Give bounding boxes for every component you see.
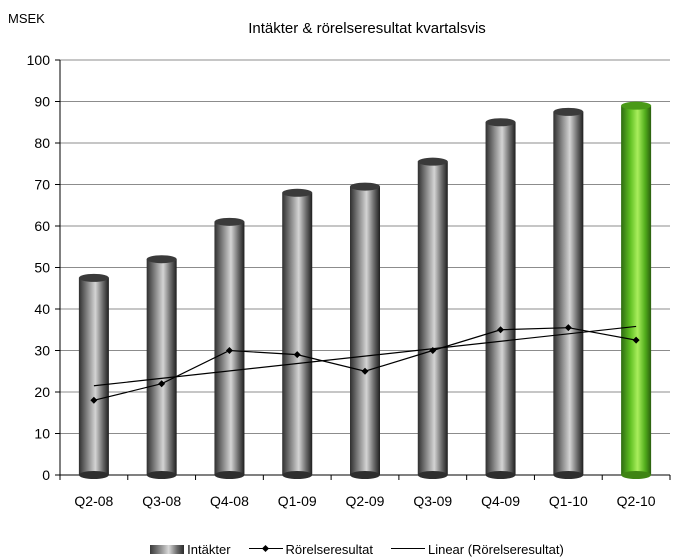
bar-intakter-Q2-08 <box>78 273 109 479</box>
x-tick-label: Q2-08 <box>74 493 113 509</box>
bar-base <box>78 471 109 479</box>
bar-base <box>417 471 448 479</box>
bar-base <box>553 471 584 479</box>
y-tick-label: 80 <box>34 135 50 151</box>
marker-rorelseresultat-Q3-08 <box>158 380 166 388</box>
legend-label-linear-trend: Linear (Rörelseresultat) <box>427 541 564 557</box>
bar-cap <box>78 273 109 282</box>
chart-title: Intäkter & rörelseresultat kvartalsvis <box>248 20 486 37</box>
legend: Intäkter Rörelseresultat Linear (Rörelse… <box>0 540 674 558</box>
bar-cap <box>350 182 380 191</box>
bar-intakter-Q4-09 <box>485 118 516 479</box>
y-tick-label: 50 <box>34 260 50 276</box>
bar-cap <box>417 157 448 166</box>
y-tick-label: 40 <box>34 301 50 317</box>
bar-base <box>214 471 245 479</box>
marker-rorelseresultat-Q4-09 <box>497 326 505 334</box>
bar-base <box>485 471 516 479</box>
label-layer: 0 10 20 30 40 50 60 70 80 90 100 Q2-08 Q3-08 Q4-08 Q1-… <box>27 52 656 509</box>
marker-rorelseresultat-Q1-09 <box>293 351 301 359</box>
bar-intakter-Q3-08 <box>146 255 177 479</box>
y-tick-label: 0 <box>42 467 50 483</box>
bar-cap <box>621 101 652 110</box>
legend-label-rorelseresultat: Rörelseresultat <box>285 541 373 557</box>
bar-intakter-Q2-09 <box>350 182 380 479</box>
bar-body <box>282 192 313 476</box>
bar-base <box>146 471 177 479</box>
y-tick-label: 100 <box>27 52 51 68</box>
x-tick-label: Q1-10 <box>549 493 588 509</box>
y-tick-label: 10 <box>34 426 50 442</box>
bar-cap <box>282 188 313 197</box>
marker-rorelseresultat-Q2-08 <box>90 396 98 404</box>
y-tick-label: 90 <box>34 94 50 110</box>
bar-body <box>485 122 516 475</box>
marker-rorelseresultat-Q4-08 <box>225 347 233 354</box>
x-tick-label: Q4-08 <box>210 493 249 509</box>
bar-cap <box>146 255 177 264</box>
marker-rorelseresultat-Q1-10 <box>564 324 572 332</box>
x-tick-label: Q3-09 <box>413 493 452 509</box>
bar-intakter-Q2-10 <box>621 101 652 479</box>
bar-layer <box>78 101 652 479</box>
y-tick-label: 60 <box>34 218 50 234</box>
legend-item-linear-trend: Linear (Rörelseresultat) <box>390 541 564 557</box>
bar-cap <box>553 107 584 116</box>
bar-body <box>553 111 584 475</box>
line-layer <box>90 324 640 404</box>
marker-rorelseresultat-Q3-09 <box>429 347 437 354</box>
y-tick-label: 20 <box>34 384 50 400</box>
legend-label-intakter: Intäkter <box>187 541 231 557</box>
bar-body <box>621 105 652 476</box>
bar-body <box>350 186 380 475</box>
legend-trendline-swatch <box>390 544 425 554</box>
y-tick-label: 70 <box>34 177 50 193</box>
bar-body <box>417 161 448 476</box>
bar-intakter-Q1-09 <box>282 188 313 479</box>
marker-rorelseresultat-Q2-09 <box>361 367 369 375</box>
bar-body <box>146 259 177 475</box>
x-tick-label: Q2-10 <box>617 493 656 509</box>
y-axis-unit-label: MSEK <box>8 11 45 26</box>
bar-cap <box>214 217 245 226</box>
legend-item-rorelseresultat: Rörelseresultat <box>248 541 373 557</box>
legend-item-intakter: Intäkter <box>150 541 231 557</box>
x-tick-label: Q4-09 <box>481 493 520 509</box>
trendline-rorelseresultat <box>93 325 637 387</box>
legend-line-marker-swatch <box>248 544 283 554</box>
x-tick-label: Q2-09 <box>346 493 385 509</box>
legend-bar-swatch <box>150 544 185 554</box>
bar-cap <box>485 118 516 127</box>
bar-intakter-Q1-10 <box>553 107 584 479</box>
y-tick-label: 30 <box>34 343 50 359</box>
bar-intakter-Q3-09 <box>417 157 448 479</box>
x-tick-label: Q3-08 <box>142 493 181 509</box>
bar-base <box>621 471 652 479</box>
bar-base <box>282 471 313 479</box>
bar-base <box>350 471 380 479</box>
bar-body <box>78 277 109 475</box>
marker-rorelseresultat-Q2-10 <box>632 336 640 344</box>
x-tick-label: Q1-09 <box>278 493 317 509</box>
